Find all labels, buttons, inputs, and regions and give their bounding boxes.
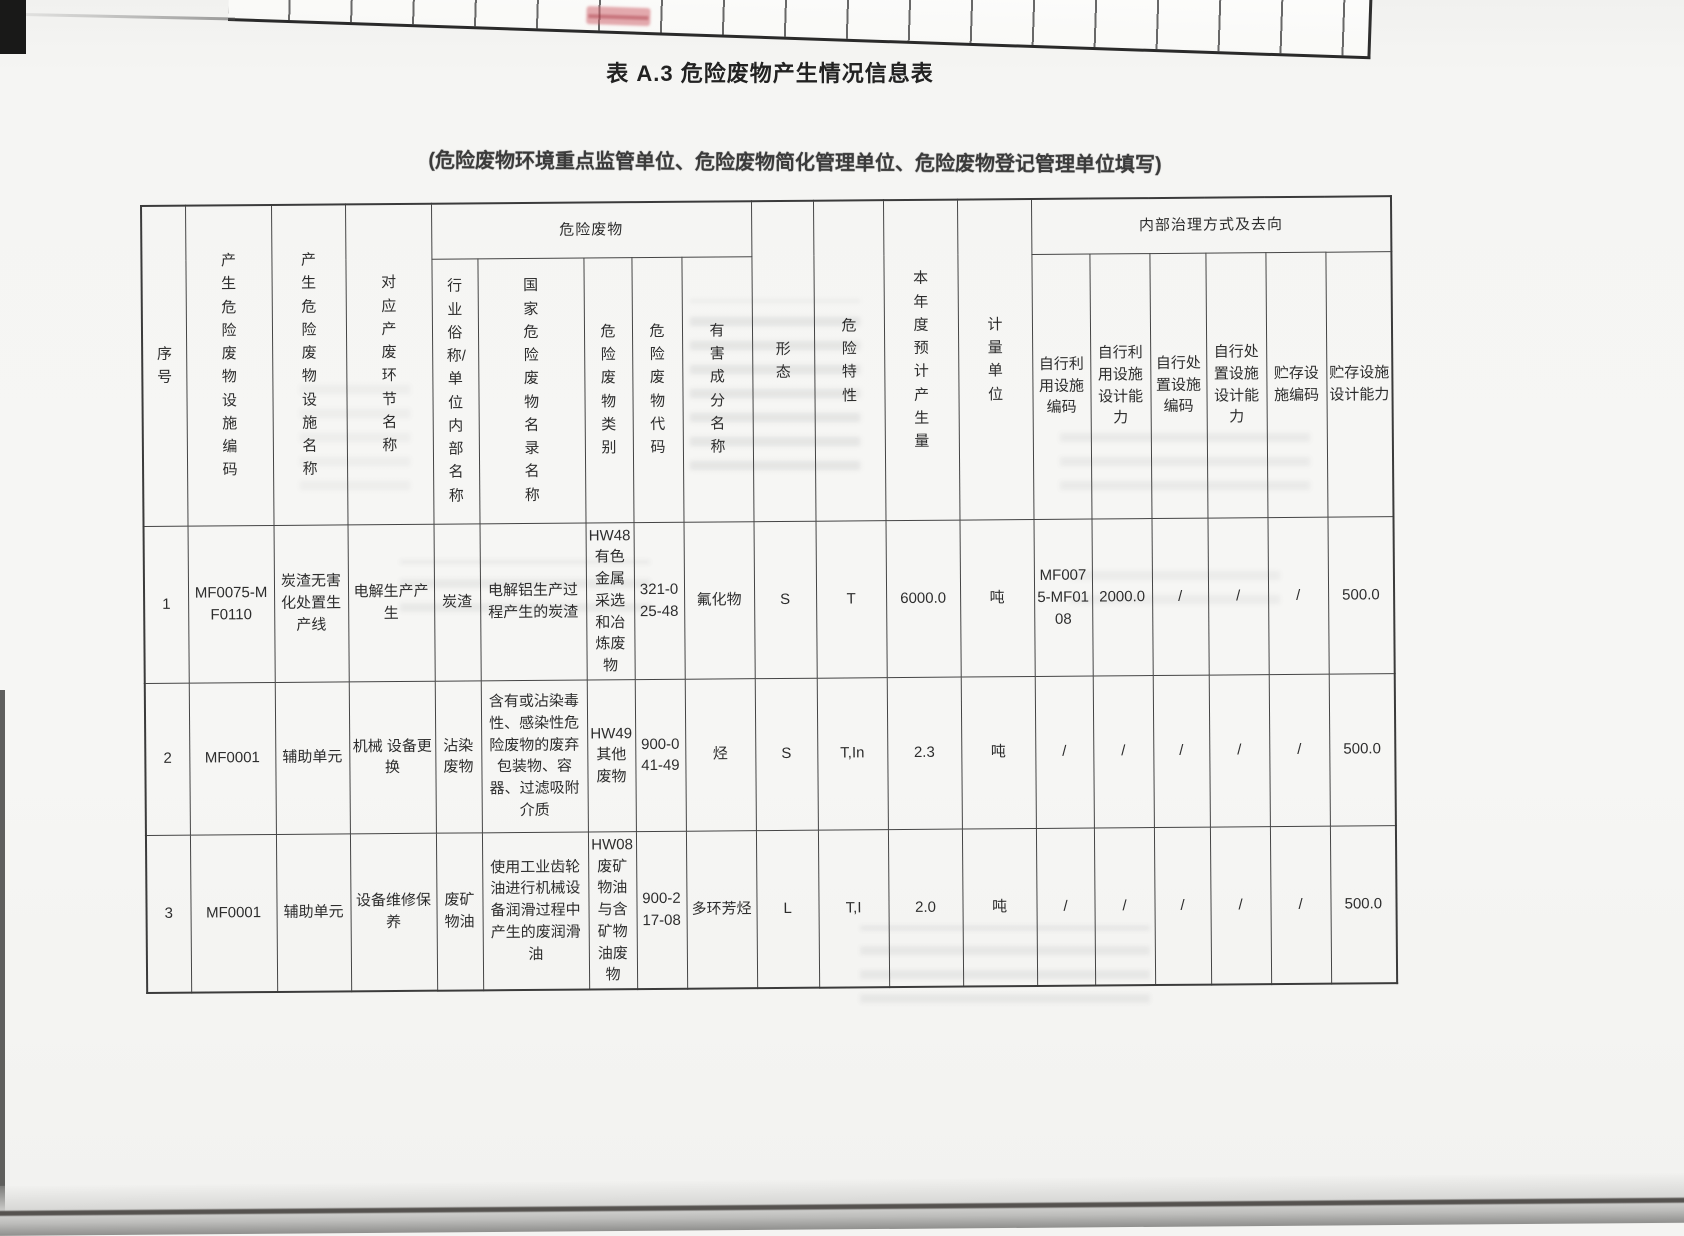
table-cell: / bbox=[1152, 674, 1210, 828]
scan-edge-artifact-left bbox=[0, 690, 5, 1224]
header-group-hazardous-waste: 危险废物 bbox=[430, 201, 752, 259]
table-cell: MF0001 bbox=[189, 834, 278, 993]
header-facility-code: 产生危险废物设施编码 bbox=[185, 204, 274, 526]
table-cell: 机械 设备更换 bbox=[348, 680, 436, 834]
table-cell: 使用工业齿轮油进行机械设备润滑过程中产生的废润滑油 bbox=[481, 831, 590, 991]
table-cell: 1 bbox=[143, 525, 189, 684]
table-cell: T bbox=[815, 520, 887, 678]
remnant-fade-line bbox=[0, 12, 236, 21]
header-hazard-property: 危险特性 bbox=[813, 200, 886, 521]
header-self-dispose-capacity: 自行处置设施设计能力 bbox=[1205, 252, 1268, 518]
table-cell: T,In bbox=[816, 677, 888, 830]
page-subtitle: (危险废物环境重点监管单位、危险废物简化管理单位、危险废物登记管理单位填写) bbox=[428, 149, 1162, 177]
header-storage-capacity: 贮存设施设计能力 bbox=[1325, 251, 1394, 517]
table-cell: 2.3 bbox=[886, 676, 962, 830]
table-cell: / bbox=[1209, 826, 1272, 985]
table-cell: T,I bbox=[817, 829, 890, 988]
header-waste-category: 危险废物类别 bbox=[583, 257, 634, 523]
table-cell: / bbox=[1153, 826, 1212, 986]
table-cell: 电解铝生产过程产生的炭渣 bbox=[479, 522, 587, 681]
table-cell: S bbox=[754, 677, 818, 831]
table-cell: 炭渣无害化处置生产线 bbox=[273, 524, 349, 683]
header-unit: 计量单位 bbox=[957, 199, 1034, 520]
header-annual-estimate: 本年度预计产生量 bbox=[883, 199, 960, 521]
header-form: 形态 bbox=[751, 200, 816, 522]
table-cell: 吨 bbox=[960, 676, 1036, 829]
table-cell: 500.0 bbox=[1328, 673, 1397, 826]
table-cell: / bbox=[1269, 825, 1332, 985]
table-cell: 500.0 bbox=[1327, 516, 1395, 674]
table-cell: 900-217-08 bbox=[635, 830, 688, 990]
page-title: 表 A.3 危险废物产生情况信息表 bbox=[606, 61, 934, 86]
table-cell: 电解生产产生 bbox=[347, 523, 435, 682]
header-waste-code: 危险废物代码 bbox=[631, 256, 684, 523]
table-cell: 辅助单元 bbox=[274, 681, 350, 835]
table-cell: 辅助单元 bbox=[275, 833, 352, 992]
table-cell: 2000.0 bbox=[1091, 518, 1153, 676]
header-harmful-component: 有害成分名称 bbox=[681, 256, 754, 522]
table-cell: / bbox=[1268, 673, 1330, 827]
table-cell: 2.0 bbox=[887, 828, 964, 988]
table-cell: / bbox=[1093, 827, 1156, 986]
table-cell: 炭渣 bbox=[433, 523, 481, 681]
table-cell: HW48有色金属采选和冶炼废物 bbox=[585, 522, 635, 680]
header-storage-code: 贮存设施编码 bbox=[1265, 251, 1328, 518]
table-cell: 900-041-49 bbox=[634, 678, 686, 832]
header-serial: 序号 bbox=[141, 205, 188, 526]
header-self-use-capacity: 自行利用设施设计能力 bbox=[1089, 253, 1152, 519]
header-self-dispose-code: 自行处置设施编码 bbox=[1149, 252, 1208, 519]
table-row: 2 MF0001 辅助单元 机械 设备更换 沾染废物 含有或沾染毒性、感染性危险… bbox=[144, 673, 1397, 836]
table-cell: HW08废矿物油与含矿物油废物 bbox=[587, 831, 638, 990]
table-cell: 500.0 bbox=[1329, 825, 1398, 984]
table-cell: 废矿物油 bbox=[435, 832, 484, 991]
table-cell: 2 bbox=[144, 682, 190, 836]
table-row: 3 MF0001 辅助单元 设备维修保养 废矿物油 使用工业齿轮油进行机械设备润… bbox=[145, 825, 1398, 993]
header-catalog-name: 国家危险废物名录名称 bbox=[477, 257, 586, 524]
table-cell: MF0075-MF0108 bbox=[1033, 518, 1093, 677]
table-cell: 含有或沾染毒性、感染性危险废物的废弃包装物、容器、过滤吸附介质 bbox=[480, 679, 588, 833]
table-cell: / bbox=[1034, 675, 1094, 829]
table-cell: HW49其他废物 bbox=[586, 679, 636, 832]
table-cell: MF0075-MF0110 bbox=[187, 524, 275, 683]
table-cell: S bbox=[753, 520, 817, 679]
table-row: 1 MF0075-MF0110 炭渣无害化处置生产线 电解生产产生 炭渣 电解铝… bbox=[143, 516, 1395, 684]
header-common-name: 行业俗称/单位内部名称 bbox=[431, 258, 480, 524]
table-cell: / bbox=[1207, 517, 1269, 675]
header-process-name: 对应产废环节名称 bbox=[345, 203, 434, 525]
table-cell: 吨 bbox=[961, 828, 1038, 987]
header-self-use-code: 自行利用设施编码 bbox=[1031, 253, 1092, 519]
hazardous-waste-generation-table: 序号 产生危险废物设施编码 产生危险废物设施名称 对应产废环节名称 危险废物 形… bbox=[140, 195, 1399, 994]
table-cell: 烃 bbox=[684, 678, 756, 831]
table-cell: / bbox=[1035, 827, 1096, 986]
header-group-internal-treatment: 内部治理方式及去向 bbox=[1031, 196, 1392, 255]
table-cell: 3 bbox=[145, 834, 192, 993]
table-cell: 321-025-48 bbox=[633, 521, 685, 680]
table-cell: 沾染废物 bbox=[434, 680, 482, 833]
table-cell: L bbox=[755, 829, 820, 989]
table-cell: 氟化物 bbox=[683, 521, 755, 679]
scan-edge-artifact-top-left bbox=[0, 0, 26, 54]
table-cell: 6000.0 bbox=[885, 519, 961, 678]
table-cell: 多环芳烃 bbox=[685, 830, 758, 989]
table-cell: / bbox=[1151, 517, 1209, 676]
table-cell: / bbox=[1267, 516, 1329, 675]
table-cell: / bbox=[1208, 674, 1270, 827]
table-cell: 设备维修保养 bbox=[349, 832, 438, 992]
table-cell: 吨 bbox=[959, 518, 1035, 677]
previous-table-remnant bbox=[228, 0, 1373, 60]
header-facility-name: 产生危险废物设施名称 bbox=[271, 204, 348, 525]
table-cell: / bbox=[1092, 675, 1154, 828]
table-cell: MF0001 bbox=[188, 682, 276, 835]
